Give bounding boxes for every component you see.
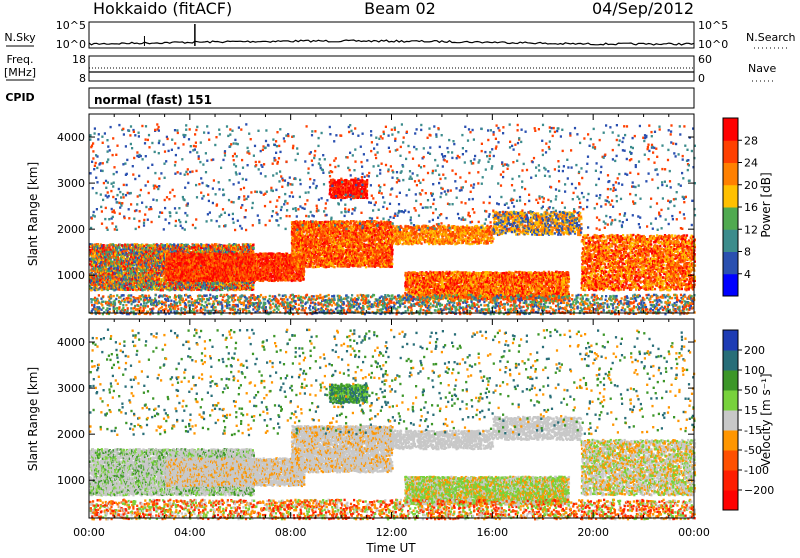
data-cell — [250, 279, 252, 281]
data-cell — [151, 288, 153, 290]
data-cell — [142, 274, 144, 276]
data-cell — [166, 243, 168, 245]
noise-sky-line — [89, 40, 694, 45]
data-cell — [149, 266, 151, 268]
data-cell — [119, 272, 121, 274]
noise-panel-frame — [89, 22, 694, 48]
station-title: Hokkaido (fitACF) — [93, 0, 232, 18]
freq-right-tick-bottom: 0 — [698, 72, 705, 85]
beam-title: Beam 02 — [364, 0, 436, 18]
date-title: 04/Sep/2012 — [592, 0, 694, 18]
data-cell — [252, 251, 254, 253]
data-cell — [142, 289, 144, 291]
data-cell — [148, 253, 150, 255]
noise-right-tick-top: 10^5 — [698, 19, 728, 32]
cpid-label: CPID — [5, 91, 34, 104]
data-cell — [204, 279, 206, 281]
noise-sky-trace — [89, 24, 694, 46]
data-cell — [94, 260, 96, 262]
data-cell — [120, 263, 122, 265]
cpid-value: normal (fast) 151 — [94, 93, 212, 107]
data-cell — [160, 281, 162, 283]
data-cell — [252, 244, 254, 246]
noise-left-tick-bottom: 10^0 — [56, 38, 86, 51]
data-cell — [252, 284, 254, 286]
data-cell — [93, 255, 95, 257]
data-cell — [157, 248, 159, 250]
power-data-cells — [89, 123, 696, 315]
data-cell — [141, 269, 143, 271]
noise-search-label: N.Search — [746, 31, 796, 44]
data-cell — [238, 244, 240, 246]
data-cell — [136, 289, 138, 291]
data-cell — [252, 286, 254, 288]
data-cell — [156, 276, 158, 278]
noise-right-tick-bottom: 10^0 — [698, 38, 728, 51]
freq-label-2: [MHz] — [4, 66, 36, 79]
data-cell — [254, 257, 256, 259]
data-cell — [182, 264, 184, 266]
noise-left-tick-top: 10^5 — [56, 19, 86, 32]
freq-label-1: Freq. — [6, 53, 33, 66]
freq-left-tick-bottom: 8 — [79, 72, 86, 85]
nave-label: Nave — [748, 62, 776, 75]
data-cell — [253, 247, 255, 249]
data-cell — [123, 257, 125, 259]
data-cell — [190, 252, 192, 254]
freq-left-tick-top: 18 — [72, 53, 86, 66]
freq-right-tick-top: 60 — [698, 53, 712, 66]
noise-sky-label: N.Sky — [4, 31, 36, 44]
data-cell — [103, 244, 105, 246]
